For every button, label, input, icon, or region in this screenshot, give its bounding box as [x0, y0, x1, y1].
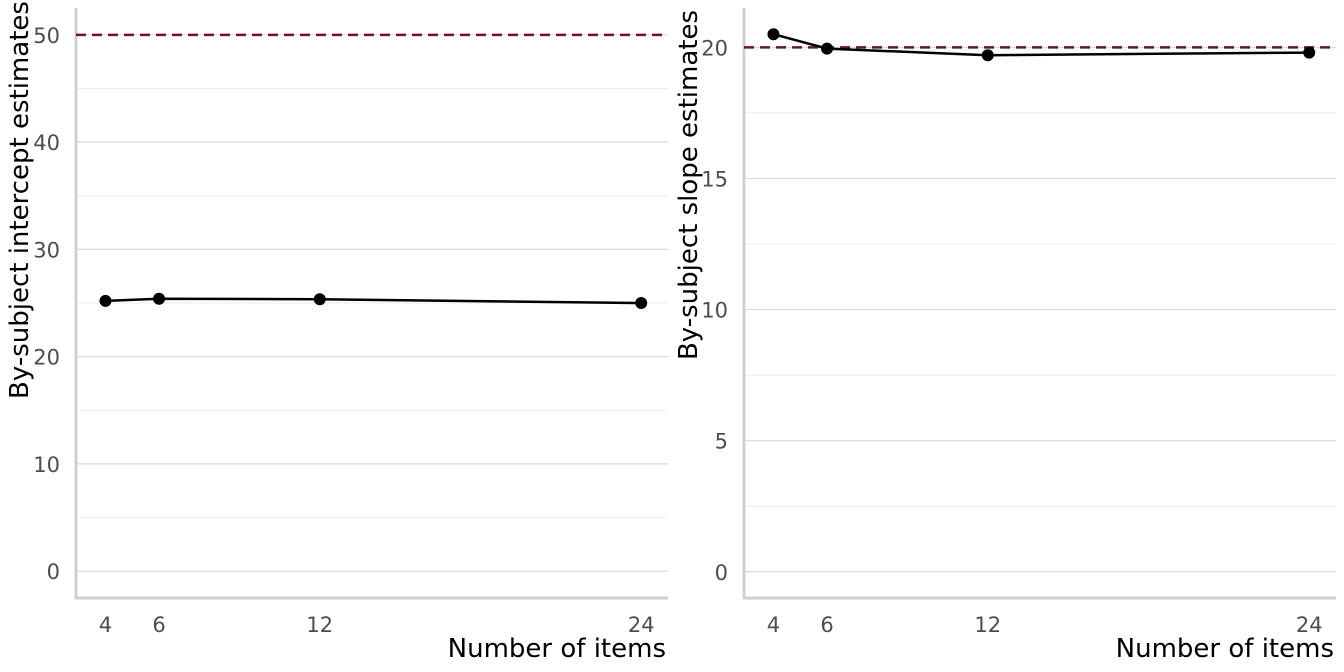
series-line	[773, 33, 1310, 57]
chart-panel-2: 0 5 10 15 20 4 6 12 24 By-subject slope estimates…	[674, 8, 1336, 664]
x-axis-title: Number of items	[448, 634, 666, 664]
x-tick-label: 4	[767, 613, 780, 637]
x-tick-label: 12	[974, 613, 1001, 637]
y-tick-label: 30	[33, 238, 60, 262]
data-point	[981, 49, 994, 62]
y-tick-label: 5	[715, 430, 728, 454]
x-axis-title: Number of items	[1116, 634, 1334, 664]
x-tick-label: 6	[152, 613, 165, 637]
x-tick-label: 6	[820, 613, 833, 637]
chart-panel-1: 0 10 20 30 40 50 4 6 12 24 By-subject intercept es…	[5, 1, 668, 664]
y-axis-title: By-subject intercept estimates	[5, 1, 35, 399]
y-tick-label: 20	[33, 346, 60, 370]
y-tick-label: 0	[47, 560, 60, 584]
y-tick-label: 20	[701, 36, 728, 60]
y-tick-label: 50	[33, 24, 60, 48]
y-tick-label: 10	[701, 299, 728, 323]
x-tick-label: 24	[1296, 613, 1323, 637]
x-tick-label: 4	[99, 613, 112, 637]
data-point	[767, 28, 780, 41]
y-tick-label: 10	[33, 453, 60, 477]
data-point	[1303, 46, 1316, 59]
y-tick-label: 0	[715, 561, 728, 585]
x-tick-label: 12	[306, 613, 333, 637]
data-point	[635, 297, 648, 309]
x-tick-label: 24	[628, 613, 655, 637]
data-point	[313, 293, 326, 306]
y-axis-title: By-subject slope estimates	[674, 10, 704, 360]
y-tick-label: 15	[701, 167, 728, 191]
series-line	[105, 297, 642, 305]
data-point	[153, 292, 166, 305]
data-point	[821, 42, 834, 55]
y-tick-label: 40	[33, 131, 60, 155]
data-point	[99, 294, 112, 307]
